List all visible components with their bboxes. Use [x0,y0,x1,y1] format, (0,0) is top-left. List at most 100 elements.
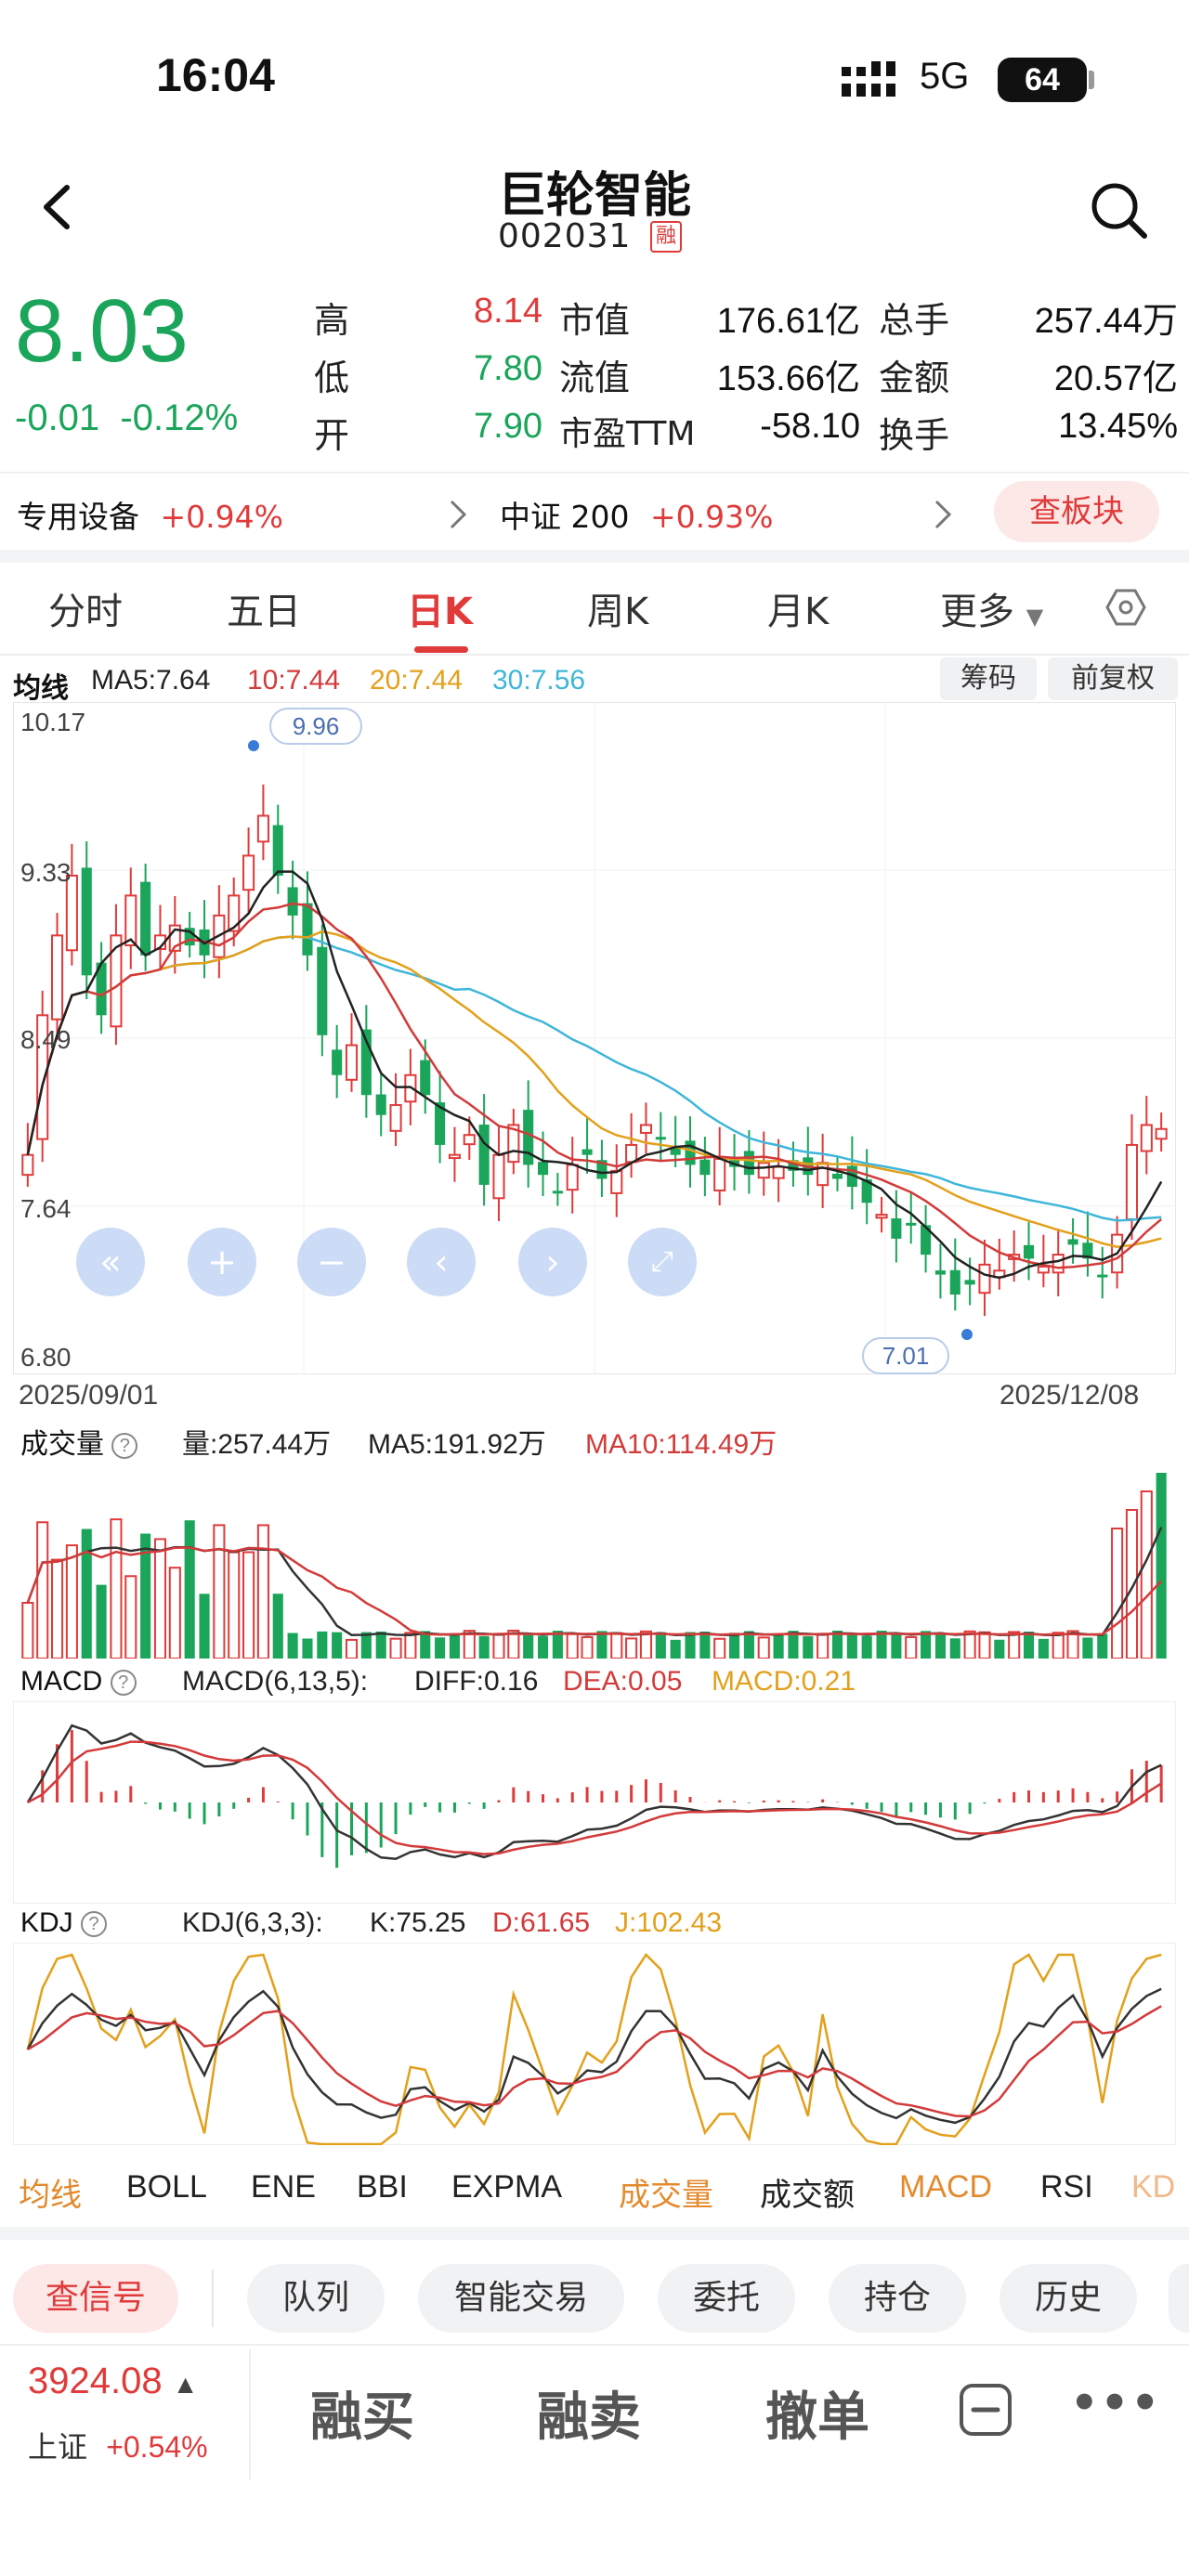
index-name: 上证 [28,2429,88,2465]
zoom-in-button[interactable]: + [188,1228,256,1296]
tab-monthly-k[interactable]: 月K [767,591,830,633]
more-actions-chip[interactable] [1169,2264,1189,2333]
macd-chart [13,1701,1176,1904]
volume-bar [729,1633,740,1659]
high-value: 8.14 [474,292,542,331]
macd-value: MACD:0.21 [712,1666,856,1697]
date-start: 2025/09/01 [19,1380,159,1411]
help-icon[interactable]: ? [81,1911,108,1938]
candle-body [1082,1242,1093,1259]
ind-tab-ene[interactable]: ENE [251,2169,316,2205]
candle-body [964,1280,975,1285]
fullscreen-button[interactable]: ⤢ [628,1228,697,1296]
ind-tab-rsi[interactable]: RSI [1040,2169,1093,2205]
ind-tab-kdj[interactable]: KD [1131,2169,1176,2205]
volume-bar [435,1637,446,1659]
volume-bar [1066,1630,1079,1659]
chip-distribution-button[interactable]: 筹码 [940,657,1037,700]
ind-tab-ma[interactable]: 均线 [19,2178,82,2213]
turnover-value: 13.45% [1058,407,1178,446]
back-icon[interactable] [33,175,80,240]
ind-tab-bbi[interactable]: BBI [357,2169,408,2205]
positions-button[interactable]: 持仓 [829,2264,966,2333]
scroll-right-button[interactable]: › [518,1228,587,1296]
tab-intraday[interactable]: 分时 [48,591,123,633]
margin-buy-button[interactable]: 融买 [310,2387,414,2448]
scroll-left-button[interactable]: ‹ [407,1228,476,1296]
ind-tab-expma[interactable]: EXPMA [451,2169,563,2205]
index-name: 中证 200 [500,499,630,535]
stock-code: 002031 [498,217,632,255]
volume-bar [242,1551,255,1659]
candle-body [639,1124,653,1134]
volume-indicator-label[interactable]: 成交量 ? [20,1421,138,1462]
candle-body [831,1173,843,1179]
network-label: 5G [920,56,970,97]
volume-ma10: MA10:114.49万 [585,1429,777,1460]
ind-tab-amount[interactable]: 成交额 [760,2178,855,2213]
volume-bar [256,1524,269,1659]
battery-nub [1089,71,1094,89]
search-icon[interactable] [1087,178,1152,243]
volume-bar [566,1633,579,1659]
orders-button[interactable]: 委托 [658,2264,795,2333]
volume-bar [685,1632,696,1659]
signal-button[interactable]: 查信号 [13,2264,178,2333]
index-ticker[interactable]: 3924.08 ▲ [28,2361,198,2402]
ind-tab-volume[interactable]: 成交量 [619,2178,713,2213]
ind-tab-boll[interactable]: BOLL [126,2169,207,2205]
volume-bar [699,1631,711,1659]
up-triangle-icon: ▲ [172,2370,199,2399]
history-button[interactable]: 历史 [1000,2264,1137,2333]
volume-ma10-line [26,1546,1163,1636]
view-sector-button[interactable]: 查板块 [994,481,1159,542]
volume-ma5: MA5:191.92万 [368,1429,546,1460]
macd-indicator-label[interactable]: MACD ? [20,1666,137,1698]
zoom-out-button[interactable]: − [297,1228,366,1296]
volume-bar [168,1567,181,1659]
forward-adjust-button[interactable]: 前复权 [1048,657,1178,700]
index-link[interactable]: 中证 200 +0.93% [500,492,773,537]
more-icon[interactable]: ••• [1070,2377,1162,2429]
date-end: 2025/12/08 [1000,1380,1140,1411]
sector-link[interactable]: 专用设备 +0.94% [17,492,283,537]
help-icon[interactable]: ? [110,1670,137,1697]
candle-body [625,1143,638,1164]
margin-sell-button[interactable]: 融卖 [537,2387,641,2448]
candle-body [360,1029,372,1096]
smart-trade-button[interactable]: 智能交易 [418,2264,624,2333]
candle-body [1155,1127,1168,1140]
volume-bar [153,1538,167,1659]
ma20-line [26,930,1162,1248]
tab-daily-k[interactable]: 日K [407,591,473,633]
candle-body [875,1214,888,1219]
settings-hex-icon[interactable] [1105,587,1146,628]
volume-bar [375,1631,386,1659]
kline-chart[interactable] [13,702,1176,1374]
kdj-params: KDJ(6,3,3): [182,1907,323,1938]
tab-five-day[interactable]: 五日 [227,591,301,633]
rewind-button[interactable]: « [76,1228,145,1296]
volume-bar [272,1594,283,1659]
volume-bar [713,1637,726,1659]
collapse-icon[interactable] [959,2383,1013,2437]
volume-bar [994,1639,1005,1659]
min-price-label: 7.01 [862,1337,949,1374]
volume-bar [420,1631,431,1659]
candle-body [713,1157,726,1191]
kdj-indicator-label[interactable]: KDJ ? [20,1907,108,1939]
ind-tab-macd[interactable]: MACD [899,2169,993,2205]
tab-weekly-k[interactable]: 周K [587,591,649,633]
queue-button[interactable]: 队列 [247,2264,385,2333]
volume-bar [140,1533,151,1659]
candle-body [448,1153,461,1160]
candle-body [861,1178,872,1203]
candle-body [256,814,269,843]
tab-more[interactable]: 更多 ▼ [940,581,1043,635]
candle-body [1097,1274,1108,1278]
help-icon[interactable]: ? [111,1433,138,1460]
volume-label: 总手 [879,300,950,341]
candle-body [743,1151,754,1176]
cancel-order-button[interactable]: 撤单 [765,2387,869,2448]
chevron-right-icon [450,500,467,529]
